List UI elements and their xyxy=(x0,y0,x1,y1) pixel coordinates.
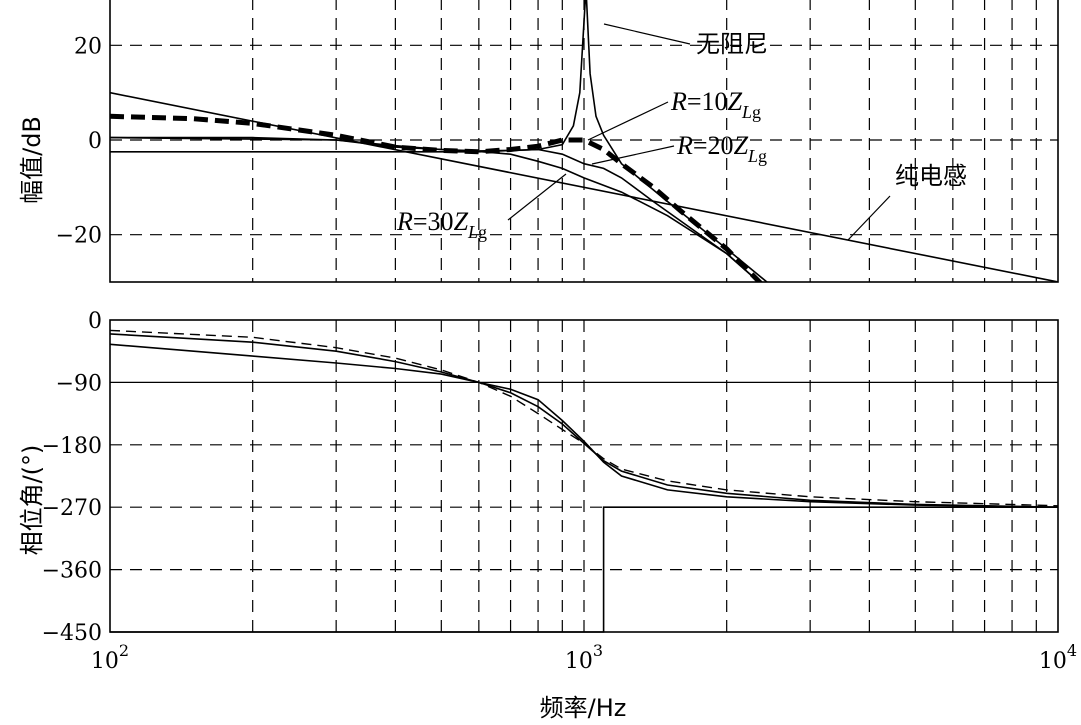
annotation-leader-line xyxy=(507,173,567,221)
mag-series-line-4 xyxy=(110,136,761,282)
magnitude-annotations: 无阻尼 R=10ZLg R=20ZLg R=30ZLg 纯电感 xyxy=(396,23,967,242)
annotation-label: 无阻尼 xyxy=(696,30,768,58)
y-tick-label: 0 xyxy=(88,309,102,334)
annotation-leader-line xyxy=(591,145,675,165)
annotation-label: R=10ZLg xyxy=(670,87,761,122)
y-tick-label: −90 xyxy=(56,371,102,396)
y-tick-label: −180 xyxy=(42,434,102,459)
y-tick-label: 0 xyxy=(88,129,102,154)
annotation-label: R=20ZLg xyxy=(676,131,767,166)
ph-series-line-2 xyxy=(109,329,1059,507)
ph-series-line-1 xyxy=(109,343,1059,508)
x-axis-label: 频率/Hz xyxy=(540,694,627,722)
annotation-label: R=30ZLg xyxy=(396,207,487,242)
mag-series-line-2 xyxy=(110,113,764,282)
y-tick-label: −20 xyxy=(56,224,102,249)
x-tick-label: 103 xyxy=(565,641,603,674)
ph-series-line-3 xyxy=(109,333,1059,508)
magnitude-plot: 20 0 −20 幅值/dB 无阻尼 R=10ZLg R=20ZLg R=30ZLg 纯电感 xyxy=(18,0,1059,283)
magnitude-y-ticks: 20 0 −20 xyxy=(56,34,102,248)
y-tick-label: −450 xyxy=(42,621,102,646)
phase-grid xyxy=(110,320,1058,632)
phase-frame xyxy=(109,319,1059,633)
annotation-leader-line xyxy=(603,23,691,45)
magnitude-series xyxy=(110,0,1058,282)
annotation-label: 纯电感 xyxy=(895,162,967,190)
y-tick-label: −360 xyxy=(42,559,102,584)
phase-plot: 0−90−180−270−360−450 102 103 104 相位角/(°) 频… xyxy=(18,309,1077,722)
mag-series-line-5 xyxy=(110,91,1058,282)
x-tick-label: 104 xyxy=(1039,641,1077,674)
magnitude-frame xyxy=(109,0,1059,283)
y-tick-label: 20 xyxy=(74,34,102,59)
magnitude-grid xyxy=(110,0,1058,282)
phase-y-ticks: 0 −90 −180 −270 −360 −450 xyxy=(42,309,102,646)
annotation-leader-line xyxy=(847,195,891,241)
magnitude-y-label: 幅值/dB xyxy=(18,116,46,204)
phase-x-ticks: 102 103 104 xyxy=(91,641,1077,674)
annotation-leader-line xyxy=(587,101,669,141)
phase-y-label: 相位角/(°) xyxy=(18,445,46,556)
y-tick-label: −270 xyxy=(42,496,102,521)
